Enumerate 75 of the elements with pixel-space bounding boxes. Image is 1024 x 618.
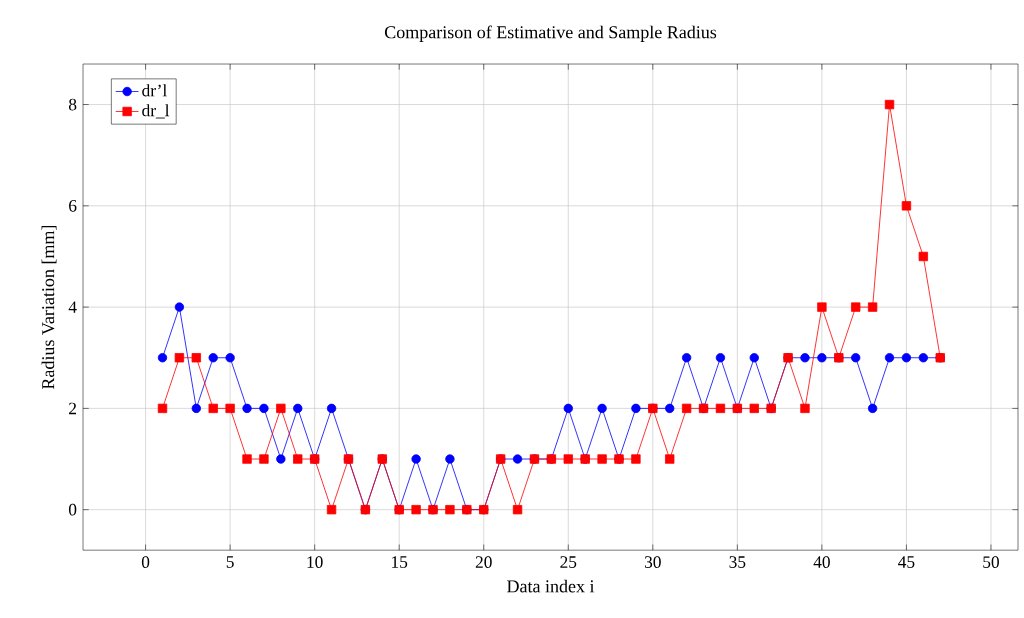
point (715, 352, 726, 363)
point (445, 454, 455, 464)
point (631, 403, 641, 413)
y-tick-label: 8 (68, 98, 77, 111)
point (225, 352, 235, 363)
point (665, 454, 675, 464)
point (191, 403, 201, 413)
y-axis-title: Radius Variation [mm] (41, 225, 57, 389)
point (157, 403, 168, 413)
point (901, 201, 912, 211)
x-tick-label: 35 (729, 556, 746, 568)
point (174, 352, 185, 363)
x-tick-label: 40 (813, 556, 830, 568)
point (901, 352, 912, 363)
point (867, 403, 878, 413)
point (208, 403, 218, 413)
point (817, 302, 827, 312)
point (174, 302, 185, 312)
point (749, 403, 759, 413)
point (208, 352, 218, 363)
point (715, 403, 726, 413)
point (276, 454, 286, 464)
x-tick-label: 50 (983, 556, 999, 568)
y-tick-label: 2 (69, 402, 77, 415)
point (563, 454, 573, 464)
point (276, 403, 286, 413)
point (851, 352, 861, 363)
point (512, 454, 523, 464)
x-tick-label: 15 (392, 556, 408, 568)
point (225, 403, 235, 413)
point (884, 99, 895, 110)
point (597, 403, 607, 413)
x-tick-label: 0 (141, 556, 150, 568)
point (293, 454, 303, 464)
point (157, 352, 168, 363)
point (800, 403, 810, 413)
point (563, 403, 573, 413)
x-tick-label: 5 (226, 556, 234, 568)
x-tick-label: 20 (475, 556, 492, 568)
y-tick-label: 0 (68, 503, 77, 516)
point (681, 352, 692, 363)
point (512, 504, 523, 515)
point (259, 403, 269, 413)
point (681, 403, 692, 413)
point (800, 352, 810, 363)
point (191, 352, 201, 363)
point (242, 403, 252, 413)
point (326, 504, 337, 515)
point (597, 454, 607, 464)
x-tick-label: 30 (644, 556, 661, 568)
point (259, 454, 269, 464)
point (918, 352, 928, 363)
x-tick-label: 25 (560, 556, 577, 568)
point (867, 302, 878, 312)
point (665, 403, 675, 413)
legend-label: dr_l (142, 104, 170, 119)
point (631, 454, 641, 464)
y-tick-label: 6 (69, 199, 77, 212)
chart-title: Comparison of Estimative and Sample Radius (384, 25, 717, 42)
point (242, 454, 252, 464)
y-tick-label: 4 (68, 301, 77, 313)
point (817, 352, 827, 363)
x-tick-label: 45 (898, 556, 915, 568)
point (293, 403, 303, 413)
point (445, 504, 455, 515)
x-axis-title: Data index i (507, 579, 595, 593)
point (749, 352, 759, 363)
point (851, 302, 861, 312)
point (411, 504, 421, 515)
point (411, 454, 421, 464)
point (918, 251, 928, 262)
point (884, 352, 895, 363)
point (326, 403, 337, 413)
x-tick-label: 10 (307, 556, 323, 568)
legend-label: dr’l (142, 84, 167, 97)
